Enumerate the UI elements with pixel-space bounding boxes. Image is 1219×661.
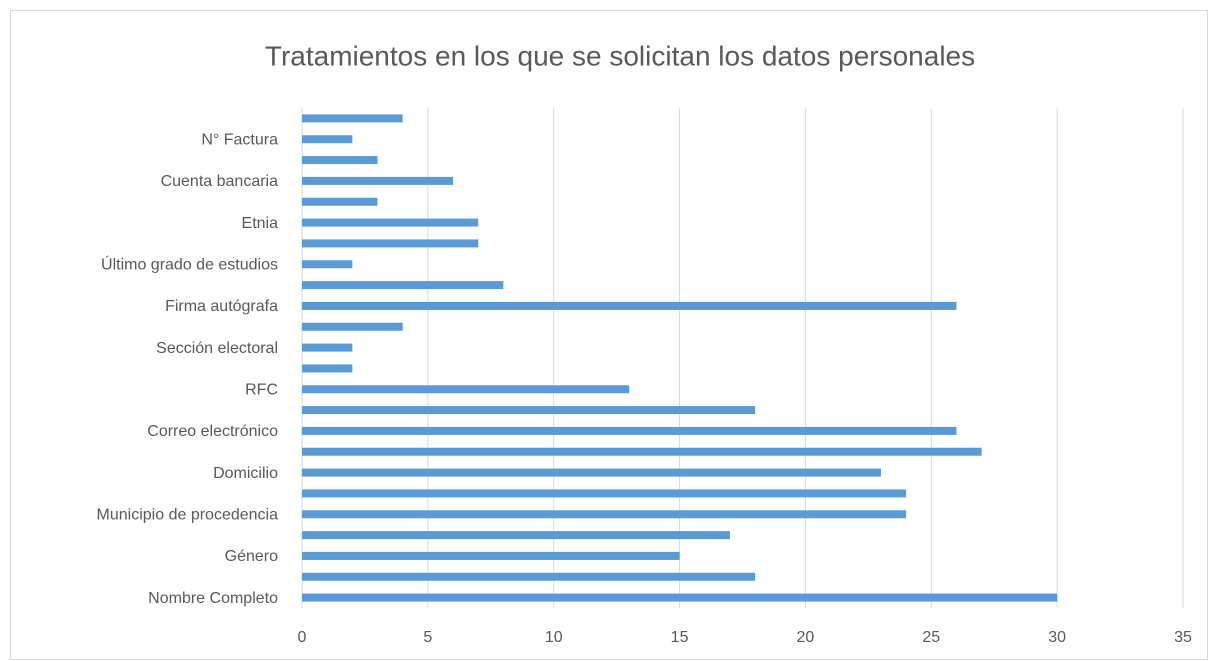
chart-frame bbox=[10, 10, 1208, 660]
bar bbox=[302, 406, 756, 415]
y-tick-label: RFC bbox=[245, 381, 278, 398]
bar bbox=[302, 572, 756, 581]
y-tick-label: Domicilio bbox=[213, 465, 278, 482]
bar bbox=[302, 489, 907, 498]
x-tick-label: 30 bbox=[1048, 629, 1066, 646]
bar bbox=[302, 197, 378, 206]
bar bbox=[302, 114, 403, 123]
x-tick-label: 20 bbox=[797, 629, 815, 646]
bar bbox=[302, 156, 378, 165]
bar bbox=[302, 176, 454, 185]
bar bbox=[302, 531, 730, 540]
y-tick-label: Sección electoral bbox=[156, 340, 278, 357]
bar bbox=[302, 510, 907, 519]
bar bbox=[302, 593, 1058, 602]
bar bbox=[302, 551, 680, 560]
x-tick-label: 5 bbox=[423, 629, 432, 646]
y-tick-label: Género bbox=[225, 548, 278, 565]
y-tick-label: Municipio de procedencia bbox=[97, 506, 279, 523]
y-tick-label: Firma autógrafa bbox=[165, 298, 278, 315]
y-tick-label: N° Factura bbox=[201, 131, 278, 148]
x-tick-label: 15 bbox=[671, 629, 689, 646]
bar bbox=[302, 364, 353, 373]
x-tick-label: 10 bbox=[545, 629, 563, 646]
x-tick-label: 25 bbox=[922, 629, 940, 646]
x-tick-label: 0 bbox=[298, 629, 307, 646]
bar bbox=[302, 281, 504, 290]
bar bbox=[302, 468, 881, 477]
bar bbox=[302, 322, 403, 331]
bar bbox=[302, 218, 479, 227]
x-tick-label: 35 bbox=[1174, 629, 1192, 646]
chart-title: Tratamientos en los que se solicitan los… bbox=[265, 40, 975, 71]
y-tick-label: Último grado de estudios bbox=[101, 254, 278, 273]
bar bbox=[302, 239, 479, 248]
bar bbox=[302, 343, 353, 352]
y-tick-label: Cuenta bancaria bbox=[161, 173, 279, 190]
bar bbox=[302, 301, 957, 310]
bar bbox=[302, 385, 630, 394]
y-tick-label: Etnia bbox=[242, 215, 279, 232]
y-tick-label: Nombre Completo bbox=[148, 590, 278, 607]
bar bbox=[302, 426, 957, 435]
bar bbox=[302, 260, 353, 269]
bar bbox=[302, 447, 982, 456]
bar bbox=[302, 135, 353, 144]
y-tick-label: Correo electrónico bbox=[147, 423, 278, 440]
